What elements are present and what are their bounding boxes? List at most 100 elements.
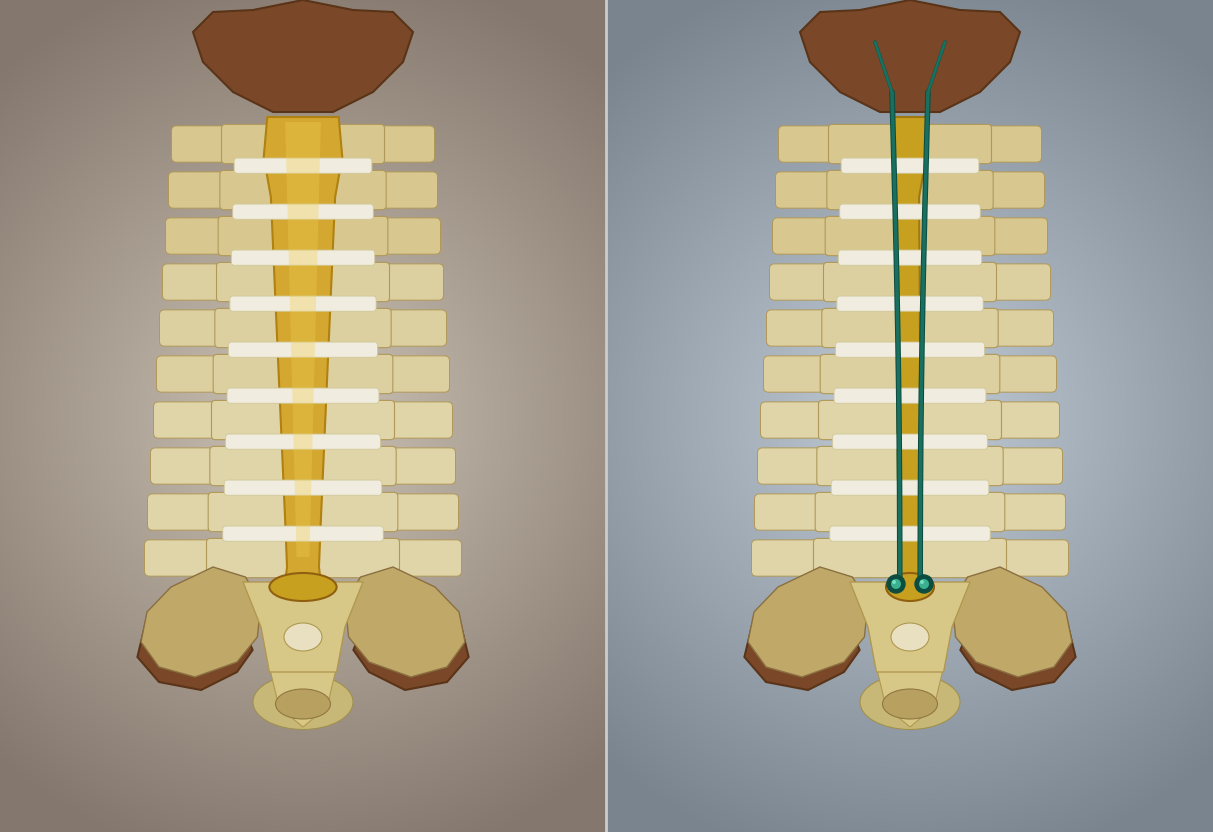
FancyBboxPatch shape bbox=[150, 448, 224, 484]
FancyBboxPatch shape bbox=[206, 538, 399, 577]
Polygon shape bbox=[952, 567, 1072, 677]
FancyBboxPatch shape bbox=[148, 494, 223, 530]
FancyBboxPatch shape bbox=[838, 250, 981, 265]
FancyBboxPatch shape bbox=[227, 388, 378, 404]
Polygon shape bbox=[193, 0, 412, 112]
Circle shape bbox=[915, 575, 933, 593]
FancyBboxPatch shape bbox=[165, 218, 233, 254]
FancyBboxPatch shape bbox=[159, 310, 229, 346]
FancyBboxPatch shape bbox=[767, 310, 837, 346]
FancyBboxPatch shape bbox=[769, 264, 838, 300]
FancyBboxPatch shape bbox=[830, 526, 990, 542]
FancyBboxPatch shape bbox=[815, 493, 1004, 532]
FancyBboxPatch shape bbox=[226, 434, 381, 449]
FancyBboxPatch shape bbox=[381, 448, 456, 484]
FancyBboxPatch shape bbox=[986, 402, 1059, 438]
FancyBboxPatch shape bbox=[779, 126, 843, 162]
FancyBboxPatch shape bbox=[372, 218, 440, 254]
FancyBboxPatch shape bbox=[837, 296, 983, 311]
Circle shape bbox=[919, 580, 924, 584]
Ellipse shape bbox=[860, 675, 959, 730]
FancyBboxPatch shape bbox=[210, 447, 397, 486]
Ellipse shape bbox=[892, 623, 929, 651]
FancyBboxPatch shape bbox=[985, 356, 1057, 392]
Polygon shape bbox=[801, 0, 1020, 112]
FancyBboxPatch shape bbox=[816, 447, 1003, 486]
FancyBboxPatch shape bbox=[814, 538, 1007, 577]
FancyBboxPatch shape bbox=[836, 342, 985, 357]
FancyBboxPatch shape bbox=[980, 218, 1048, 254]
Polygon shape bbox=[892, 117, 928, 607]
FancyBboxPatch shape bbox=[990, 494, 1065, 530]
FancyBboxPatch shape bbox=[377, 356, 450, 392]
Polygon shape bbox=[344, 567, 465, 677]
FancyBboxPatch shape bbox=[754, 494, 830, 530]
FancyBboxPatch shape bbox=[230, 296, 376, 311]
Polygon shape bbox=[285, 122, 321, 557]
FancyBboxPatch shape bbox=[218, 216, 388, 255]
FancyBboxPatch shape bbox=[215, 309, 391, 348]
FancyBboxPatch shape bbox=[220, 171, 386, 210]
FancyBboxPatch shape bbox=[763, 356, 836, 392]
Polygon shape bbox=[961, 587, 1076, 690]
FancyBboxPatch shape bbox=[371, 172, 438, 208]
FancyBboxPatch shape bbox=[831, 480, 989, 495]
FancyBboxPatch shape bbox=[211, 400, 394, 439]
FancyBboxPatch shape bbox=[991, 540, 1069, 576]
Polygon shape bbox=[745, 587, 860, 690]
FancyBboxPatch shape bbox=[209, 493, 398, 532]
FancyBboxPatch shape bbox=[169, 172, 235, 208]
FancyBboxPatch shape bbox=[154, 402, 227, 438]
Polygon shape bbox=[137, 587, 252, 690]
Polygon shape bbox=[748, 567, 869, 677]
FancyBboxPatch shape bbox=[981, 264, 1050, 300]
FancyBboxPatch shape bbox=[752, 540, 828, 576]
FancyBboxPatch shape bbox=[761, 402, 833, 438]
Polygon shape bbox=[877, 667, 944, 727]
FancyBboxPatch shape bbox=[216, 262, 389, 302]
Polygon shape bbox=[269, 667, 336, 727]
FancyBboxPatch shape bbox=[223, 526, 383, 542]
FancyBboxPatch shape bbox=[380, 402, 452, 438]
Circle shape bbox=[919, 579, 929, 589]
Ellipse shape bbox=[275, 689, 330, 719]
FancyBboxPatch shape bbox=[841, 158, 979, 173]
FancyBboxPatch shape bbox=[233, 204, 374, 220]
Polygon shape bbox=[141, 567, 261, 677]
FancyBboxPatch shape bbox=[144, 540, 222, 576]
FancyBboxPatch shape bbox=[819, 400, 1002, 439]
FancyBboxPatch shape bbox=[163, 264, 232, 300]
FancyBboxPatch shape bbox=[976, 126, 1042, 162]
FancyBboxPatch shape bbox=[224, 480, 382, 495]
FancyBboxPatch shape bbox=[828, 124, 991, 164]
FancyBboxPatch shape bbox=[370, 126, 434, 162]
FancyBboxPatch shape bbox=[234, 158, 372, 173]
FancyBboxPatch shape bbox=[822, 309, 998, 348]
FancyBboxPatch shape bbox=[383, 494, 459, 530]
FancyBboxPatch shape bbox=[984, 310, 1054, 346]
FancyBboxPatch shape bbox=[824, 262, 997, 302]
Polygon shape bbox=[243, 582, 363, 672]
FancyBboxPatch shape bbox=[375, 264, 444, 300]
FancyBboxPatch shape bbox=[825, 216, 995, 255]
FancyBboxPatch shape bbox=[775, 172, 842, 208]
FancyBboxPatch shape bbox=[222, 124, 385, 164]
Polygon shape bbox=[850, 582, 970, 672]
FancyBboxPatch shape bbox=[156, 356, 228, 392]
FancyBboxPatch shape bbox=[820, 354, 1000, 394]
Ellipse shape bbox=[883, 689, 938, 719]
Ellipse shape bbox=[269, 573, 336, 601]
FancyBboxPatch shape bbox=[827, 171, 993, 210]
Circle shape bbox=[892, 579, 901, 589]
FancyBboxPatch shape bbox=[171, 126, 237, 162]
Circle shape bbox=[887, 575, 905, 593]
FancyBboxPatch shape bbox=[228, 342, 377, 357]
FancyBboxPatch shape bbox=[385, 540, 461, 576]
FancyBboxPatch shape bbox=[832, 434, 987, 449]
FancyBboxPatch shape bbox=[376, 310, 446, 346]
FancyBboxPatch shape bbox=[989, 448, 1063, 484]
FancyBboxPatch shape bbox=[232, 250, 375, 265]
Ellipse shape bbox=[885, 573, 934, 601]
Ellipse shape bbox=[284, 623, 321, 651]
Polygon shape bbox=[263, 117, 342, 607]
